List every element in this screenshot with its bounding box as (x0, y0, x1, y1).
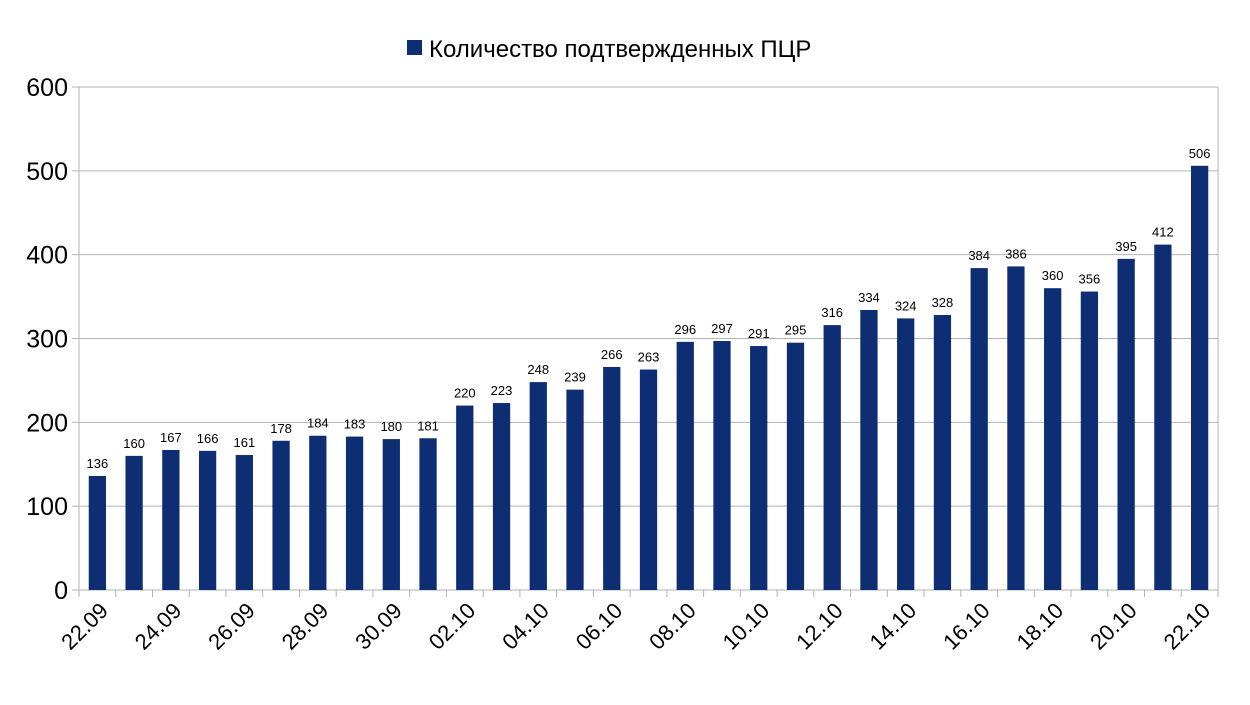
data-label: 386 (1005, 246, 1027, 261)
data-label: 296 (674, 322, 696, 337)
bar (162, 449, 180, 590)
data-label: 328 (932, 295, 954, 310)
bar (419, 438, 437, 590)
bar (750, 346, 768, 590)
x-tick-label: 12.10 (791, 598, 848, 655)
x-axis-ticks: 22.09 24.09 26.09 28.09 30.09 02.10 04.10 06.10… (56, 590, 1219, 655)
bar (823, 325, 841, 590)
y-tick-label: 600 (26, 74, 68, 102)
y-tick-label: 200 (26, 409, 68, 437)
bar (786, 342, 805, 590)
data-label: 166 (197, 431, 219, 446)
legend-swatch (407, 40, 422, 55)
data-label: 324 (895, 298, 917, 313)
data-label: 356 (1079, 272, 1101, 287)
data-label: 181 (417, 418, 439, 433)
data-label: 248 (527, 362, 549, 377)
x-tick-label: 04.10 (497, 598, 554, 655)
x-tick-label: 10.10 (718, 598, 775, 655)
x-tick-label: 22.09 (56, 598, 113, 655)
bar (125, 455, 143, 590)
bar (1190, 165, 1209, 590)
legend-label: Количество подтвержденных ПЦР (429, 36, 811, 63)
data-label: 360 (1042, 268, 1064, 283)
data-label: 184 (307, 416, 329, 431)
x-tick-label: 02.10 (424, 598, 481, 655)
bar (1117, 258, 1135, 590)
data-label: 239 (564, 370, 586, 385)
data-label: 136 (87, 456, 109, 471)
x-tick-label: 22.10 (1159, 598, 1216, 655)
data-label: 291 (748, 326, 770, 341)
data-label: 263 (638, 350, 660, 365)
bar (272, 440, 290, 590)
bar (897, 318, 915, 590)
bar (1154, 244, 1172, 590)
bar (456, 405, 474, 590)
data-label: 160 (123, 436, 145, 451)
bars (88, 165, 1209, 590)
y-tick-label: 300 (26, 326, 68, 354)
bar (676, 341, 694, 590)
bar (603, 367, 621, 590)
data-label: 384 (968, 248, 990, 263)
x-tick-label: 24.09 (130, 598, 187, 655)
y-tick-label: 500 (26, 158, 68, 186)
data-labels: 136 160 167 166 161 178 184 183 180 181 220 223 248 2… (87, 146, 1211, 471)
data-label: 223 (491, 383, 513, 398)
data-label: 266 (601, 347, 623, 362)
y-axis-ticks: 0 100 200 300 400 500 600 (26, 74, 79, 605)
bar (198, 450, 217, 590)
bar (345, 436, 364, 590)
bar (713, 341, 731, 590)
x-tick-label: 20.10 (1085, 598, 1142, 655)
data-label: 178 (270, 421, 292, 436)
x-tick-label: 30.09 (350, 598, 407, 655)
x-tick-label: 06.10 (571, 598, 628, 655)
data-label: 334 (858, 290, 880, 305)
y-tick-label: 100 (26, 493, 68, 521)
x-tick-label: 18.10 (1012, 598, 1069, 655)
legend: Количество подтвержденных ПЦР (407, 36, 811, 63)
bar (88, 475, 107, 590)
x-tick-label: 26.09 (203, 598, 260, 655)
data-label: 295 (785, 323, 807, 338)
data-label: 395 (1115, 239, 1137, 254)
bar (933, 315, 952, 590)
x-tick-label: 14.10 (865, 598, 922, 655)
data-label: 220 (454, 386, 476, 401)
bar (235, 455, 253, 590)
x-tick-label: 16.10 (938, 598, 995, 655)
bar (1080, 291, 1099, 590)
data-label: 506 (1189, 146, 1211, 161)
bar (492, 403, 511, 590)
data-label: 412 (1152, 225, 1174, 240)
bar (639, 369, 658, 590)
y-tick-label: 0 (54, 577, 68, 605)
bar (382, 439, 400, 590)
data-label: 316 (821, 305, 843, 320)
bar (1007, 266, 1025, 590)
bar (860, 309, 878, 590)
x-tick-label: 08.10 (644, 598, 701, 655)
bar (529, 382, 547, 590)
bar (309, 435, 327, 590)
data-label: 161 (233, 435, 255, 450)
bar (566, 389, 584, 590)
data-label: 167 (160, 430, 182, 445)
x-tick-label: 28.09 (277, 598, 334, 655)
bar (970, 268, 988, 590)
y-tick-label: 400 (26, 242, 68, 270)
bar (1044, 288, 1062, 590)
data-label: 180 (380, 419, 402, 434)
data-label: 297 (711, 321, 733, 336)
data-label: 183 (344, 417, 366, 432)
